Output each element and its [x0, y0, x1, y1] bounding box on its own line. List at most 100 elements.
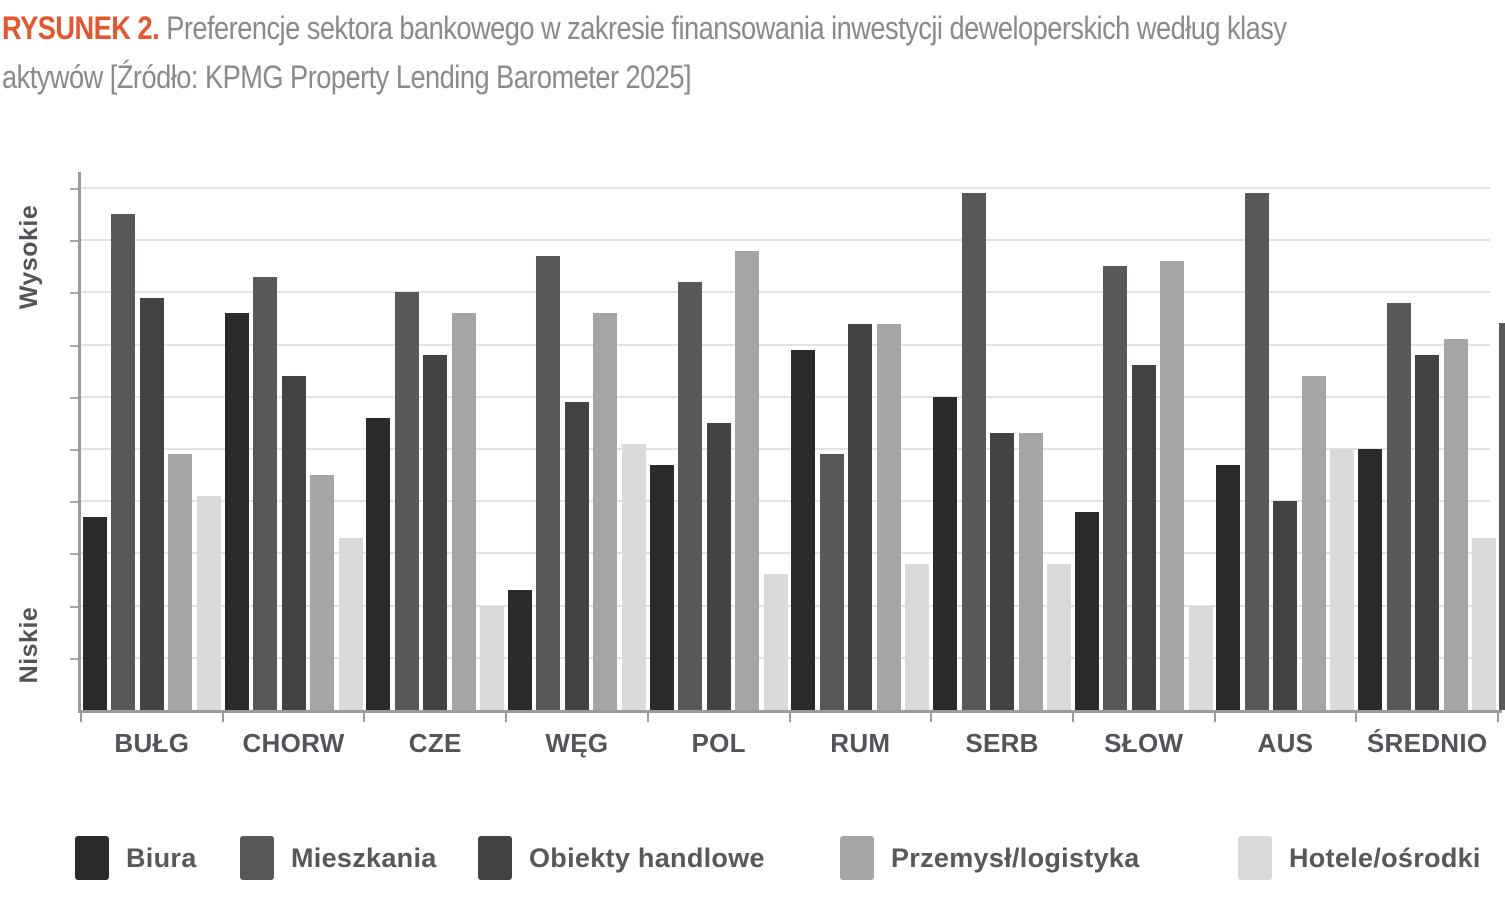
bar-SERB-Obiekty handlowe	[990, 433, 1015, 710]
gridline	[81, 552, 1490, 555]
bar-CZE-Mieszkania	[394, 292, 419, 710]
gridline	[81, 395, 1490, 398]
figure-caption-line1: Preferencje sektora bankowego w zakresie…	[166, 10, 1287, 46]
bar-ŚREDNIO-Mieszkania	[1386, 302, 1411, 710]
bar-group-CZE	[364, 188, 506, 710]
figure-caption: RYSUNEK 2. Preferencje sektora bankowego…	[2, 4, 1505, 102]
bar-BUŁG-Obiekty handlowe	[139, 297, 164, 710]
legend-item-Obiekty handlowe: Obiekty handlowe	[478, 836, 765, 880]
bar-SERB-Przemysł/logistyka	[1018, 433, 1043, 710]
bar-CZE-Przemysł/logistyka	[451, 313, 476, 710]
legend-label: Przemysł/logistyka	[891, 842, 1140, 873]
bar-SERB-Mieszkania	[961, 193, 986, 710]
bar-CZE-Hotele/ośrodki	[480, 605, 505, 710]
y-axis-line	[78, 172, 81, 713]
legend-swatch	[478, 836, 512, 880]
bar-RUM-Mieszkania	[819, 454, 844, 710]
legend-label: Obiekty handlowe	[529, 842, 765, 873]
legend-item-Mieszkania: Mieszkania	[240, 836, 437, 880]
bar-SŁOW-Przemysł/logistyka	[1160, 261, 1185, 710]
bar-group-SERB	[931, 188, 1073, 710]
bar-CHORW-Biura	[224, 313, 249, 710]
x-axis-label: CZE	[408, 728, 462, 758]
chart-legend: Biura Mieszkania Obiekty handlowe Przemysł/…	[0, 836, 1505, 892]
bar-ŚREDNIO-Biura	[1358, 449, 1383, 710]
gridline	[81, 187, 1490, 189]
bar-AUS-Obiekty handlowe	[1273, 501, 1298, 710]
y-axis-tick	[70, 605, 78, 608]
x-axis-line	[78, 710, 1502, 713]
legend-item-Hotele/ośrodki: Hotele/ośrodki	[1238, 836, 1481, 880]
legend-label: Biura	[126, 842, 197, 873]
bar-BUŁG-Hotele/ośrodki	[196, 495, 221, 710]
legend-swatch	[840, 836, 874, 880]
bar-WĘG-Przemysł/logistyka	[593, 313, 618, 710]
bar-CHORW-Hotele/ośrodki	[338, 537, 363, 710]
legend-swatch	[75, 836, 109, 880]
x-axis-tick	[505, 713, 508, 722]
legend-item-Biura: Biura	[75, 836, 197, 880]
x-axis-tick	[1497, 713, 1499, 722]
bar-group-CHORW	[223, 188, 365, 710]
x-axis-label: SERB	[965, 728, 1039, 758]
x-axis-label: ŚREDNIO	[1366, 728, 1488, 758]
bar-AUS-Biura	[1216, 464, 1241, 710]
bar-SŁOW-Hotele/ośrodki	[1188, 605, 1213, 710]
x-axis-tick	[1213, 713, 1216, 722]
legend-item-Przemysł/logistyka: Przemysł/logistyka	[840, 836, 1140, 880]
bar-WĘG-Mieszkania	[536, 255, 561, 710]
gridline	[81, 500, 1490, 503]
gridline	[81, 448, 1490, 450]
y-axis-tick	[70, 344, 78, 347]
bar-group-SŁOW	[1073, 188, 1215, 710]
legend-label: Mieszkania	[291, 842, 437, 873]
bar-BUŁG-Mieszkania	[111, 214, 136, 710]
y-axis-tick	[70, 553, 78, 556]
bar-ŚREDNIO-Obiekty handlowe	[1415, 355, 1440, 710]
legend-swatch	[1238, 836, 1272, 880]
gridline	[81, 239, 1490, 242]
y-axis-tick	[70, 240, 78, 243]
y-axis-label-high: Wysokie	[15, 204, 43, 310]
bar-SERB-Hotele/ośrodki	[1047, 563, 1072, 710]
gridline	[81, 343, 1490, 346]
x-axis-label: CHORW	[242, 728, 345, 758]
bar-POL-Obiekty handlowe	[706, 422, 731, 710]
bar-CHORW-Obiekty handlowe	[281, 375, 306, 710]
bar-AUS-Przemysł/logistyka	[1301, 375, 1326, 710]
x-axis-tick	[80, 713, 82, 722]
bar-group-AUS	[1215, 188, 1357, 710]
x-axis-label: RUM	[830, 728, 891, 758]
x-axis-tick	[363, 713, 366, 722]
bar-AUS-Mieszkania	[1244, 193, 1269, 710]
figure-number-label: RYSUNEK 2.	[2, 10, 160, 46]
bar-SERB-Biura	[933, 396, 958, 710]
bar-CZE-Biura	[366, 417, 391, 710]
y-axis-tick	[70, 292, 78, 295]
plot-area	[81, 187, 1498, 710]
x-axis-label: POL	[691, 728, 746, 758]
x-axis-label: SŁOW	[1104, 728, 1184, 758]
bar-WĘG-Hotele/ośrodki	[621, 443, 646, 710]
bar-group-ŚREDNIO	[1356, 188, 1498, 710]
legend-label: Hotele/ośrodki	[1289, 842, 1481, 873]
bar-RUM-Hotele/ośrodki	[905, 563, 930, 710]
bar-POL-Mieszkania	[678, 281, 703, 710]
bar-SŁOW-Biura	[1074, 511, 1099, 710]
bar-SŁOW-Mieszkania	[1103, 266, 1128, 710]
bar-CHORW-Mieszkania	[253, 276, 278, 710]
legend-swatch	[240, 836, 274, 880]
x-axis-label: BUŁG	[114, 728, 190, 758]
y-axis-tick	[70, 657, 78, 660]
bar-BUŁG-Przemysł/logistyka	[168, 454, 193, 710]
bar-RUM-Biura	[791, 349, 816, 710]
bar-group-BUŁG	[81, 188, 223, 710]
bar-POL-Biura	[649, 464, 674, 710]
bar-group-POL	[648, 188, 790, 710]
y-axis-tick	[70, 501, 78, 504]
y-axis-tick	[70, 449, 78, 451]
bar-CZE-Obiekty handlowe	[423, 355, 448, 710]
bar-SŁOW-Obiekty handlowe	[1131, 365, 1156, 710]
y-axis-tick	[70, 396, 78, 399]
